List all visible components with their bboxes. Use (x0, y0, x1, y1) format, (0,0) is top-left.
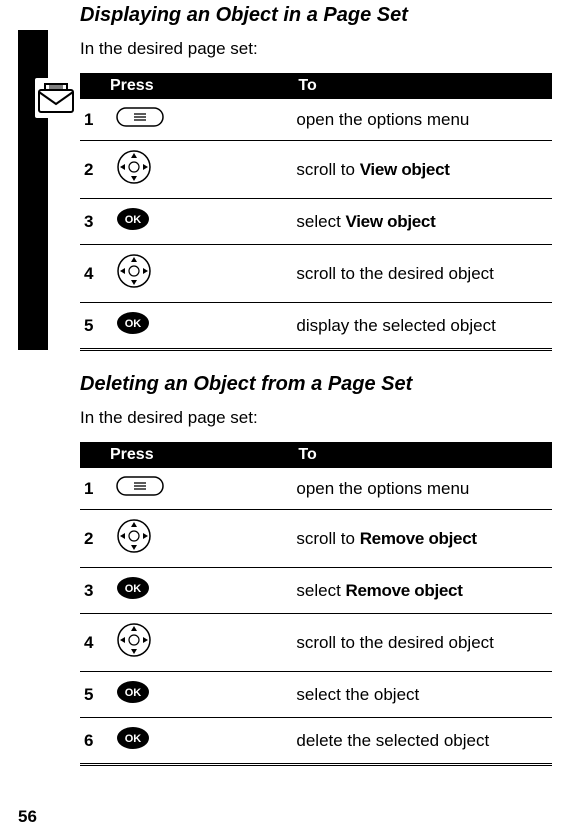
table-row: 1 open the options menu (80, 468, 552, 510)
step-number: 2 (84, 160, 110, 180)
table1-to-cell: select View object (292, 199, 552, 245)
ok-key-icon: OK (116, 726, 150, 755)
nav-key-icon (116, 253, 152, 294)
table-row: 4 scroll to the desired object (80, 245, 552, 303)
table1-header-press: Press (80, 73, 292, 99)
table-row: 4 scroll to the desired object (80, 614, 552, 672)
step-number: 2 (84, 529, 110, 549)
to-bold-text: View object (360, 160, 450, 179)
table2-to-cell: delete the selected object (292, 718, 552, 765)
step-number: 4 (84, 633, 110, 653)
ok-key-icon: OK (116, 311, 150, 340)
table2-press-cell: 4 (80, 614, 292, 672)
to-text: select (296, 581, 345, 600)
svg-text:OK: OK (125, 687, 142, 699)
table1-press-cell: 5 OK (80, 303, 292, 350)
to-text: open the options menu (296, 110, 469, 129)
table1-press-cell: 3 OK (80, 199, 292, 245)
ok-key-icon: OK (116, 576, 150, 605)
table1-press-cell: 2 (80, 141, 292, 199)
table-row: 3 OK select View object (80, 199, 552, 245)
nav-key-icon (116, 622, 152, 663)
table-row: 6 OK delete the selected object (80, 718, 552, 765)
section2-intro: In the desired page set: (80, 408, 552, 428)
table-row: 3 OK select Remove object (80, 568, 552, 614)
to-text: open the options menu (296, 479, 469, 498)
to-text: scroll to the desired object (296, 264, 494, 283)
table2-press-cell: 5 OK (80, 672, 292, 718)
to-text: delete the selected object (296, 731, 489, 750)
table1-to-cell: scroll to View object (292, 141, 552, 199)
to-text: select the object (296, 685, 419, 704)
svg-text:OK: OK (125, 733, 142, 745)
page-number: 56 (18, 807, 37, 827)
step-number: 3 (84, 212, 110, 232)
table-row: 5 OK select the object (80, 672, 552, 718)
svg-text:OK: OK (125, 583, 142, 595)
step-number: 1 (84, 110, 110, 130)
section2-table: Press To 1 open the options menu 2 scroll t… (80, 442, 552, 766)
table-row: 5 OK display the selected object (80, 303, 552, 350)
table1-to-cell: scroll to the desired object (292, 245, 552, 303)
section2-title: Deleting an Object from a Page Set (80, 373, 552, 396)
to-text: scroll to the desired object (296, 633, 494, 652)
table2-press-cell: 3 OK (80, 568, 292, 614)
step-number: 4 (84, 264, 110, 284)
table2-press-cell: 6 OK (80, 718, 292, 765)
envelope-icon (35, 78, 77, 118)
table1-to-cell: display the selected object (292, 303, 552, 350)
to-text: display the selected object (296, 316, 495, 335)
step-number: 1 (84, 479, 110, 499)
to-bold-text: Remove object (360, 529, 477, 548)
ok-key-icon: OK (116, 680, 150, 709)
table2-to-cell: scroll to the desired object (292, 614, 552, 672)
step-number: 3 (84, 581, 110, 601)
table-row: 2 scroll to View object (80, 141, 552, 199)
step-number: 6 (84, 731, 110, 751)
table2-press-cell: 2 (80, 510, 292, 568)
table2-header-press: Press (80, 442, 292, 468)
table2-to-cell: select the object (292, 672, 552, 718)
table1-press-cell: 1 (80, 99, 292, 141)
table1-to-cell: open the options menu (292, 99, 552, 141)
section1-table: Press To 1 open the options menu 2 scroll t… (80, 73, 552, 351)
to-bold-text: View object (346, 212, 436, 231)
step-number: 5 (84, 685, 110, 705)
nav-key-icon (116, 149, 152, 190)
nav-key-icon (116, 518, 152, 559)
to-bold-text: Remove object (346, 581, 463, 600)
table-row: 1 open the options menu (80, 99, 552, 141)
menu-key-icon (116, 107, 164, 132)
to-text: scroll to (296, 529, 359, 548)
table1-press-cell: 4 (80, 245, 292, 303)
menu-key-icon (116, 476, 164, 501)
ok-key-icon: OK (116, 207, 150, 236)
table-row: 2 scroll to Remove object (80, 510, 552, 568)
table2-to-cell: scroll to Remove object (292, 510, 552, 568)
table1-header-to: To (292, 73, 552, 99)
section1-title: Displaying an Object in a Page Set (80, 4, 552, 27)
side-tab-label: Messages and Chat (20, 170, 37, 310)
svg-text:OK: OK (125, 318, 142, 330)
step-number: 5 (84, 316, 110, 336)
table2-press-cell: 1 (80, 468, 292, 510)
to-text: select (296, 212, 345, 231)
table2-to-cell: select Remove object (292, 568, 552, 614)
svg-text:OK: OK (125, 214, 142, 226)
section1-intro: In the desired page set: (80, 39, 552, 59)
to-text: scroll to (296, 160, 359, 179)
table2-header-to: To (292, 442, 552, 468)
table2-to-cell: open the options menu (292, 468, 552, 510)
